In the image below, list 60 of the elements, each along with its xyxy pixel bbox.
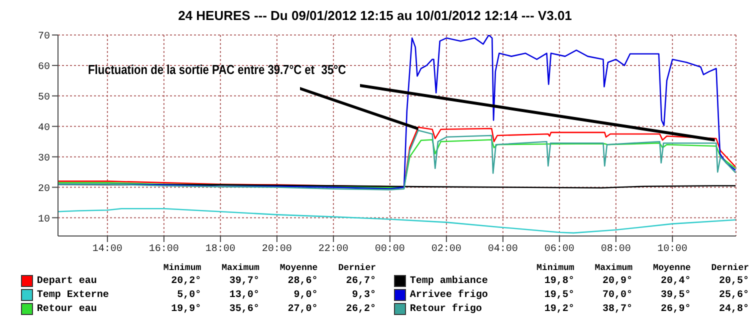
text: 13,0° xyxy=(228,288,260,302)
text: 26,2° xyxy=(344,302,377,316)
x-tick-label: 14:00 xyxy=(92,244,122,256)
y-tick-label: 60 xyxy=(38,62,50,74)
y-tick-label: 20 xyxy=(38,184,50,195)
x-tick-label: 16:00 xyxy=(148,244,179,256)
x-tick-label: 10:00 xyxy=(657,244,688,256)
text: 25,6° xyxy=(718,288,750,302)
text: 27,0° xyxy=(286,302,319,316)
text: Maximum xyxy=(594,263,633,273)
text: 20,5° xyxy=(718,274,750,288)
y-tick-label: 10 xyxy=(38,214,50,226)
text: 35,6° xyxy=(228,302,260,316)
text: Minimum xyxy=(536,263,574,273)
x-tick-label: 02:00 xyxy=(431,244,462,256)
x-tick-label: 00:00 xyxy=(374,244,405,256)
text: 70,0° xyxy=(602,288,634,302)
text: Dernier xyxy=(711,263,749,273)
text: 39,7° xyxy=(228,274,260,288)
text: 19,9° xyxy=(170,302,202,316)
text: Dernier xyxy=(337,262,377,274)
text: 19,8° xyxy=(543,274,576,288)
x-tick-label: 04:00 xyxy=(488,244,518,256)
legend-label: Retour eau xyxy=(36,302,98,316)
x-tick-label: 20:00 xyxy=(262,244,292,256)
annotation: Fluctuation de la sortie PAC entre 39.7°C et xyxy=(88,62,314,77)
text: 39,5° xyxy=(660,288,692,302)
legend-label: Arrivee frigo xyxy=(408,288,489,302)
text: 26,7° xyxy=(344,274,377,288)
line-series xyxy=(58,208,736,234)
x-tick-label: 06:00 xyxy=(544,244,574,256)
text: 9,3° xyxy=(350,288,377,302)
legend-label: Temp ambiance xyxy=(408,274,489,288)
text: 26,9° xyxy=(660,302,692,316)
legend-label: Retour frigo xyxy=(408,302,483,316)
y-tick-label: 70 xyxy=(38,32,50,43)
y-tick-label: 50 xyxy=(38,92,50,104)
text: 19,5° xyxy=(543,288,576,302)
text: Minimum xyxy=(162,262,202,274)
x-tick-label: 18:00 xyxy=(205,244,236,256)
text: 20,9° xyxy=(602,274,634,288)
text: Moyenne xyxy=(652,263,691,273)
chart-title: 24 HEURES --- Du 09/01/2012 12:15 au 10/01/2012 12:14 --- V3.01 xyxy=(177,8,573,23)
y-tick-label: 40 xyxy=(38,122,50,134)
x-tick-label: 22:00 xyxy=(318,244,348,256)
text: 9,0° xyxy=(292,288,319,302)
annotation: 35°C xyxy=(321,62,346,77)
text: Moyenne xyxy=(278,262,319,274)
legend-label: Temp Externe xyxy=(36,288,110,302)
text: 5,0° xyxy=(176,288,202,302)
text: 20,2° xyxy=(170,274,202,288)
text: 24,8° xyxy=(718,302,750,316)
text: 19,2° xyxy=(543,302,576,316)
y-tick-label: 30 xyxy=(38,153,50,164)
x-tick-label: 08:00 xyxy=(600,244,631,256)
legend-label: Depart eau xyxy=(36,274,98,288)
text: 38,7° xyxy=(602,302,634,316)
text: 28,6° xyxy=(286,274,319,288)
text: 20,4° xyxy=(660,274,692,288)
text: Maximum xyxy=(220,262,260,274)
